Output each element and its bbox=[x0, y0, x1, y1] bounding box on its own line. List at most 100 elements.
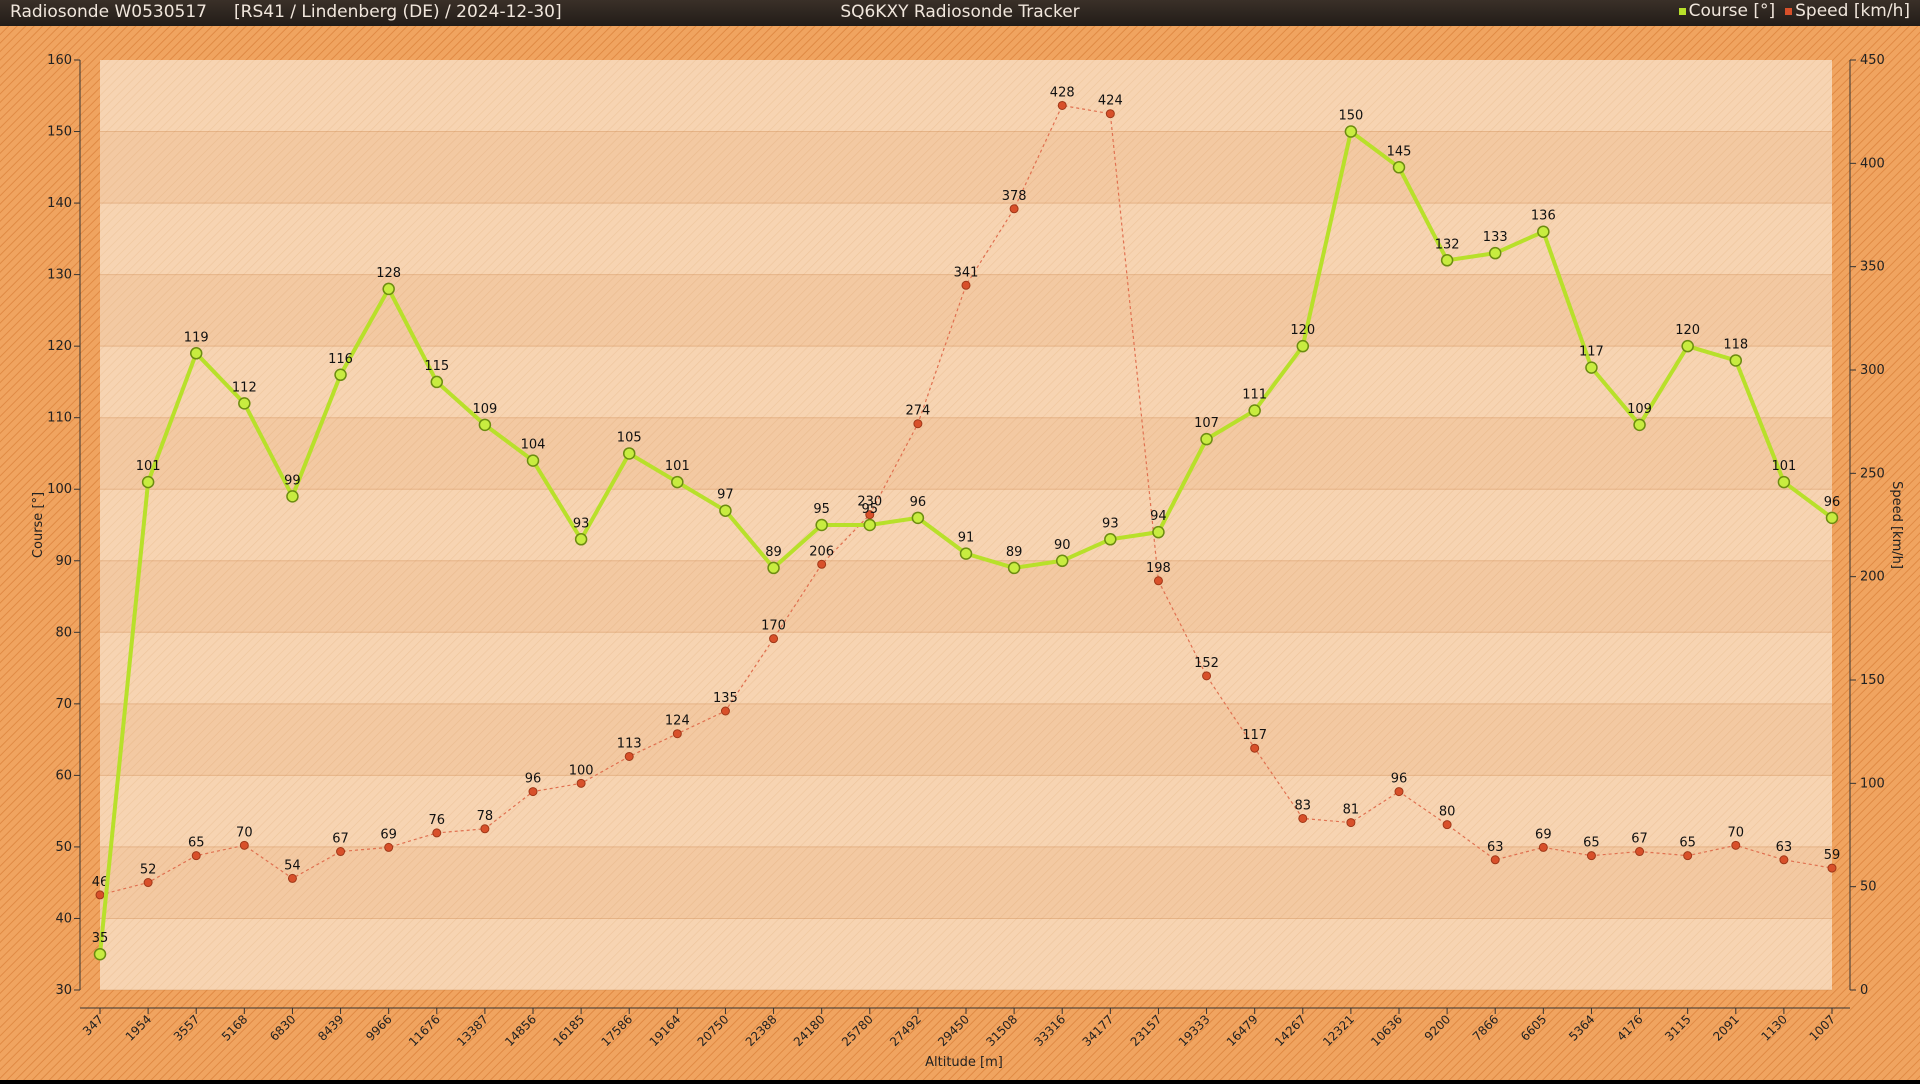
grid-band bbox=[100, 560, 1832, 633]
y-right-tick-label: 0 bbox=[1860, 983, 1868, 998]
course-data-label: 116 bbox=[328, 352, 353, 367]
legend-course-label: Course [°] bbox=[1688, 1, 1776, 21]
course-point bbox=[911, 511, 925, 525]
course-point bbox=[719, 504, 732, 517]
grid-band bbox=[100, 203, 1832, 275]
speed-point bbox=[1105, 109, 1115, 119]
speed-data-label: 65 bbox=[1679, 836, 1696, 851]
course-data-label: 109 bbox=[472, 402, 497, 417]
speed-data-label: 70 bbox=[236, 825, 253, 840]
y-right-tick-label: 400 bbox=[1860, 156, 1885, 171]
x-axis-label: Altitude [m] bbox=[925, 1055, 1003, 1070]
speed-point bbox=[528, 787, 538, 797]
y-right-tick-label: 250 bbox=[1860, 466, 1885, 481]
speed-point bbox=[1586, 851, 1596, 861]
course-point bbox=[478, 418, 492, 432]
speed-point bbox=[720, 706, 730, 716]
speed-point bbox=[1250, 743, 1260, 753]
speed-data-label: 152 bbox=[1194, 656, 1219, 671]
speed-point bbox=[1635, 847, 1645, 857]
speed-point bbox=[287, 873, 297, 883]
course-data-label: 95 bbox=[813, 502, 830, 517]
y-right-tick-label: 200 bbox=[1860, 570, 1885, 585]
legend: Course [°] Speed [km/h] bbox=[1678, 1, 1910, 21]
course-point bbox=[671, 475, 684, 489]
speed-point bbox=[95, 890, 105, 900]
course-point bbox=[1825, 511, 1839, 525]
course-point bbox=[1633, 418, 1646, 432]
course-data-label: 120 bbox=[1675, 323, 1700, 338]
course-data-label: 111 bbox=[1242, 388, 1267, 403]
course-data-label: 93 bbox=[573, 516, 590, 531]
speed-data-label: 96 bbox=[1391, 772, 1408, 787]
speed-point bbox=[913, 419, 923, 429]
course-point bbox=[1104, 533, 1117, 546]
grid-band bbox=[100, 417, 1832, 490]
speed-data-label: 63 bbox=[1776, 840, 1793, 855]
speed-data-label: 96 bbox=[525, 772, 542, 787]
speed-data-label: 69 bbox=[380, 827, 397, 842]
course-point bbox=[1585, 361, 1598, 374]
course-point bbox=[1152, 525, 1165, 539]
y-right-tick-label: 450 bbox=[1860, 53, 1885, 68]
grid-band bbox=[100, 918, 1832, 990]
speed-data-label: 81 bbox=[1343, 803, 1360, 818]
speed-point bbox=[769, 634, 779, 644]
speed-point bbox=[239, 840, 249, 850]
y-right-tick-label: 50 bbox=[1860, 880, 1877, 895]
sonde-id: Radiosonde W0530517 bbox=[10, 2, 207, 22]
speed-data-label: 206 bbox=[809, 544, 834, 559]
grid-band bbox=[100, 60, 1832, 132]
course-data-label: 94 bbox=[1150, 509, 1167, 524]
app-title: SQ6KXY Radiosonde Tracker bbox=[840, 2, 1080, 22]
grid-band bbox=[100, 131, 1832, 204]
speed-point bbox=[961, 280, 971, 290]
speed-data-label: 113 bbox=[617, 736, 642, 751]
speed-data-label: 83 bbox=[1295, 798, 1312, 813]
y-left-tick-label: 110 bbox=[47, 411, 72, 426]
speed-data-label: 70 bbox=[1728, 825, 1745, 840]
speed-point bbox=[1298, 813, 1308, 823]
course-data-label: 99 bbox=[284, 473, 301, 488]
legend-item-speed: Speed [km/h] bbox=[1785, 1, 1910, 21]
speed-point bbox=[1153, 576, 1163, 586]
speed-data-label: 80 bbox=[1439, 805, 1456, 820]
course-data-label: 105 bbox=[617, 430, 642, 445]
speed-point bbox=[576, 778, 586, 788]
course-data-label: 101 bbox=[665, 459, 690, 474]
y-left-tick-label: 50 bbox=[55, 840, 72, 855]
y-axis-left-label: Course [°] bbox=[31, 492, 46, 558]
course-data-label: 35 bbox=[92, 931, 109, 946]
speed-point bbox=[1683, 851, 1693, 861]
speed-point bbox=[1490, 855, 1500, 865]
y-left-tick-label: 30 bbox=[55, 983, 72, 998]
sonde-info: Radiosonde W0530517 [RS41 / Lindenberg (… bbox=[10, 2, 562, 22]
course-data-label: 120 bbox=[1290, 323, 1315, 338]
y-axis-right-label: Speed [km/h] bbox=[1889, 481, 1904, 569]
course-point bbox=[1055, 554, 1069, 568]
course-data-label: 90 bbox=[1054, 538, 1071, 553]
course-data-label: 101 bbox=[1771, 459, 1796, 474]
grid-band bbox=[100, 703, 1832, 776]
speed-data-label: 67 bbox=[332, 832, 349, 847]
course-data-label: 145 bbox=[1387, 144, 1412, 159]
course-point bbox=[1537, 225, 1550, 238]
course-point bbox=[767, 561, 780, 575]
speed-point bbox=[191, 851, 201, 861]
course-data-label: 95 bbox=[862, 502, 879, 517]
chart-area: 30 40 50 60 70 80 90 100 110 120 130 140 150 160 0 50 10… bbox=[0, 26, 1920, 1080]
course-point bbox=[334, 368, 347, 382]
grid-band bbox=[100, 632, 1832, 704]
grid-band bbox=[100, 775, 1832, 847]
speed-data-label: 170 bbox=[761, 619, 786, 634]
speed-data-label: 65 bbox=[188, 836, 205, 851]
course-data-label: 136 bbox=[1531, 209, 1556, 224]
course-point bbox=[1392, 161, 1406, 174]
course-data-label: 96 bbox=[910, 495, 927, 510]
speed-point bbox=[1202, 671, 1212, 681]
course-point bbox=[1488, 246, 1502, 260]
course-point bbox=[863, 518, 877, 532]
speed-point bbox=[1009, 204, 1019, 214]
course-point bbox=[1681, 339, 1694, 353]
legend-item-course: Course [°] bbox=[1678, 1, 1776, 21]
